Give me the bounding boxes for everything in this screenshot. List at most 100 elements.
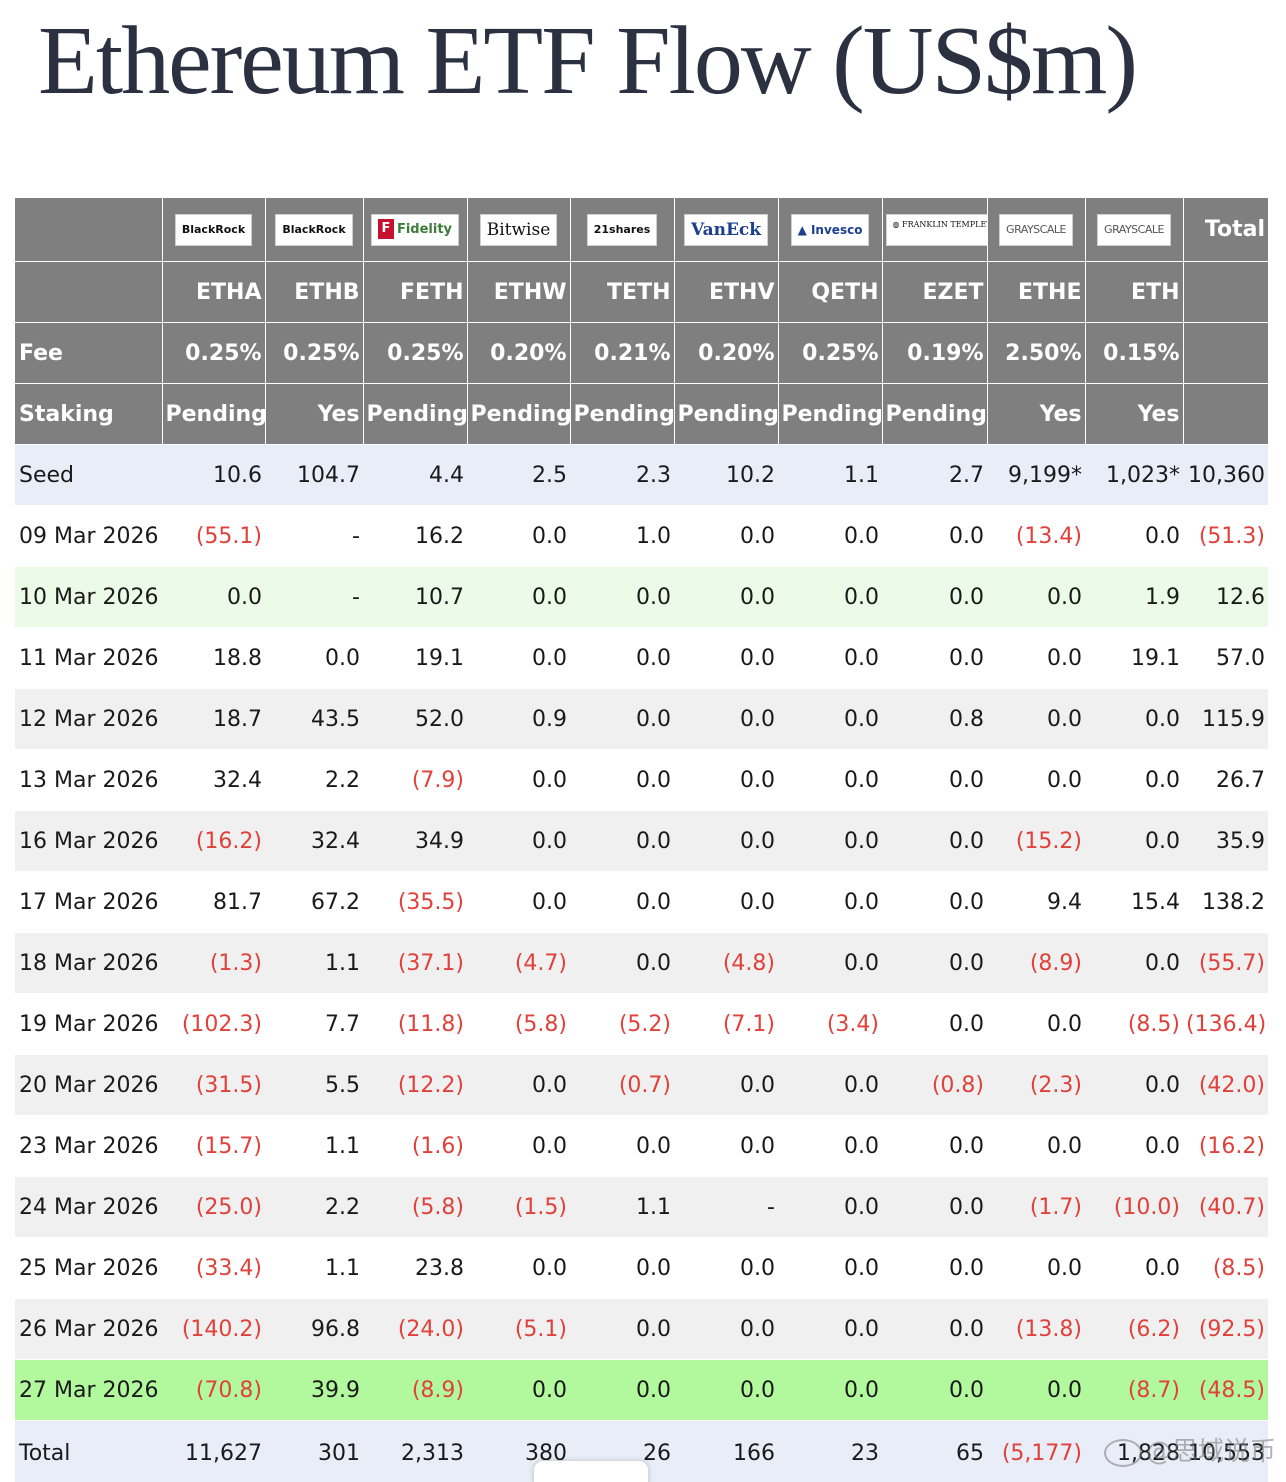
flow-cell: 18.8: [162, 627, 265, 689]
flow-cell: 1.1: [778, 444, 882, 506]
table-row: 20 Mar 2026 (31.5) 5.5 (12.2) 0.0 (0.7) 0.0 0.0…: [15, 1054, 1268, 1116]
fee-cell: 0.20%: [674, 322, 779, 384]
flow-cell: 0.0: [570, 1115, 674, 1177]
fee-cell: 0.15%: [1085, 322, 1184, 384]
flow-cell: 0.0: [882, 627, 987, 689]
flow-cell: 0.0: [265, 627, 363, 689]
flow-cell: (5.2): [570, 993, 674, 1055]
issuer-logo: GRAYSCALE: [1097, 213, 1171, 246]
row-total-cell: (42.0): [1183, 1054, 1268, 1116]
flow-cell: 0.0: [467, 871, 570, 933]
flow-cell: 0.0: [882, 932, 987, 994]
flow-cell: 0.0: [467, 1237, 570, 1299]
flow-cell: 2.2: [265, 1176, 363, 1238]
fee-row: Fee 0.25% 0.25% 0.25% 0.20% 0.21% 0.20% 0.25% 0.…: [15, 322, 1268, 384]
table-row: 13 Mar 2026 32.4 2.2 (7.9) 0.0 0.0 0.0 0.0 0.0 0.…: [15, 749, 1268, 811]
issuer-logo: F Fidelity: [370, 213, 460, 246]
invesco-mountain-icon: ▲: [797, 222, 811, 237]
flow-cell: 0.0: [570, 1359, 674, 1421]
flow-cell: 2,313: [363, 1420, 467, 1482]
flow-cell: 0.0: [882, 1115, 987, 1177]
issuer-cell: BlackRock: [265, 198, 364, 262]
issuer-name: Invesco: [810, 222, 863, 237]
flow-cell: 18.7: [162, 688, 265, 750]
flow-cell: (8.9): [987, 932, 1085, 994]
weibo-logo-icon: [1103, 1438, 1142, 1467]
issuer-logo: 21shares: [586, 213, 658, 246]
flow-cell: (5.8): [467, 993, 570, 1055]
flow-cell: (70.8): [162, 1359, 265, 1421]
flow-cell: 1,023*: [1085, 444, 1183, 506]
flow-cell: 0.0: [1085, 688, 1183, 750]
flow-cell: 10.6: [162, 444, 265, 506]
fee-cell: 0.25%: [778, 322, 883, 384]
flow-cell: 0.0: [778, 566, 882, 628]
flow-cell: 0.0: [987, 688, 1085, 750]
ticker-row: ETHA ETHB FETH ETHW TETH ETHV QETH EZET ETHE ETH: [15, 261, 1268, 323]
table-row: 17 Mar 2026 81.7 67.2 (35.5) 0.0 0.0 0.0 0.0 0.0…: [15, 871, 1268, 933]
flow-cell: 0.0: [987, 566, 1085, 628]
issuer-cell: GRAYSCALE: [1085, 198, 1184, 262]
flow-cell: 96.8: [265, 1298, 363, 1360]
flow-cell: 0.0: [674, 810, 778, 872]
flow-cell: 0.0: [674, 1054, 778, 1116]
flow-cell: (6.2): [1085, 1298, 1183, 1360]
flow-cell: 1.1: [265, 1237, 363, 1299]
table-row: 23 Mar 2026 (15.7) 1.1 (1.6) 0.0 0.0 0.0 0.0 0.0…: [15, 1115, 1268, 1177]
ticker-cell: ETHA: [162, 261, 266, 323]
flow-cell: (8.9): [363, 1359, 467, 1421]
row-date: 17 Mar 2026: [15, 871, 162, 933]
fidelity-mark-icon: F: [377, 219, 394, 239]
flow-cell: (15.7): [162, 1115, 265, 1177]
flow-cell: 0.0: [467, 1115, 570, 1177]
row-total-cell: 10,553: [1183, 1420, 1268, 1482]
flow-cell: (8.5): [1085, 993, 1183, 1055]
scroll-handle[interactable]: [533, 1460, 649, 1482]
ticker-label: [15, 261, 163, 323]
flow-cell: 0.0: [778, 1359, 882, 1421]
flow-cell: (5,177): [987, 1420, 1085, 1482]
flow-cell: (4.7): [467, 932, 570, 994]
flow-cell: (2.3): [987, 1054, 1085, 1116]
row-total-cell: 115.9: [1183, 688, 1268, 750]
row-date: 09 Mar 2026: [15, 505, 162, 567]
flow-cell: 0.0: [674, 1115, 778, 1177]
flow-cell: 16.2: [363, 505, 467, 567]
staking-cell: Yes: [987, 383, 1086, 445]
issuer-logo: GRAYSCALE: [999, 213, 1073, 246]
total-header: Total: [1183, 198, 1268, 262]
flow-cell: (33.4): [162, 1237, 265, 1299]
flow-cell: 0.9: [467, 688, 570, 750]
flow-cell: 0.0: [778, 505, 882, 567]
row-date: 24 Mar 2026: [15, 1176, 162, 1238]
row-date: 27 Mar 2026: [15, 1359, 162, 1421]
staking-cell: Pending: [778, 383, 883, 445]
fee-cell: 0.25%: [162, 322, 266, 384]
flow-cell: (5.8): [363, 1176, 467, 1238]
ticker-cell: ETH: [1085, 261, 1184, 323]
staking-cell: Pending: [363, 383, 468, 445]
row-total-cell: 35.9: [1183, 810, 1268, 872]
row-total-cell: 138.2: [1183, 871, 1268, 933]
flow-cell: 2.5: [467, 444, 570, 506]
row-date: Total: [15, 1420, 162, 1482]
staking-row: Staking Pending Yes Pending Pending Pending Pe…: [15, 383, 1268, 445]
flow-cell: 0.0: [987, 993, 1085, 1055]
row-total-cell: (40.7): [1183, 1176, 1268, 1238]
issuer-name: GRAYSCALE: [1104, 222, 1164, 236]
flow-cell: 0.0: [882, 1359, 987, 1421]
flow-cell: 0.0: [778, 627, 882, 689]
issuer-logo: Bitwise: [479, 213, 558, 246]
flow-cell: (24.0): [363, 1298, 467, 1360]
flow-cell: 0.0: [570, 1237, 674, 1299]
flow-cell: 5.5: [265, 1054, 363, 1116]
watermark: @思域说币: [1103, 1431, 1276, 1468]
fee-cell: 2.50%: [987, 322, 1086, 384]
flow-cell: 43.5: [265, 688, 363, 750]
flow-cell: 0.0: [674, 627, 778, 689]
flow-cell: (25.0): [162, 1176, 265, 1238]
issuer-logo: ◍ FRANKLIN TEMPLETON: [885, 213, 986, 246]
ticker-cell: QETH: [778, 261, 883, 323]
flow-cell: 0.0: [467, 505, 570, 567]
flow-cell: 0.0: [467, 749, 570, 811]
